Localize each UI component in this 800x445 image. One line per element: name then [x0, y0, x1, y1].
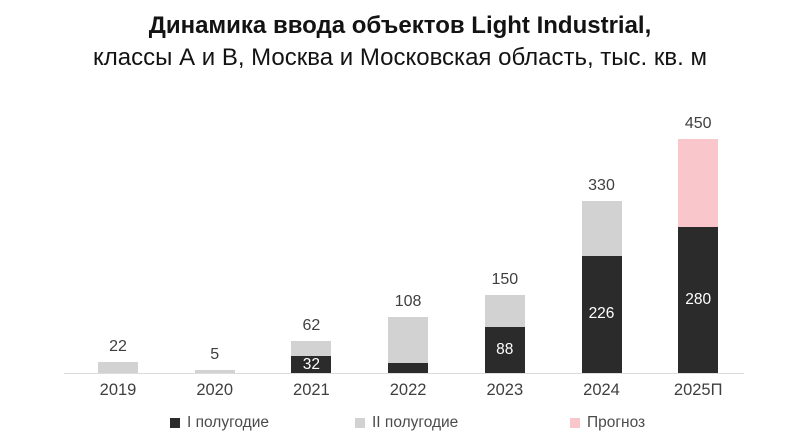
legend-item-1: II полугодие: [355, 413, 458, 433]
bar-total-label: 450: [684, 115, 712, 132]
legend-label: I полугодие: [187, 414, 269, 431]
bar-total-label: 108: [394, 292, 422, 310]
bar-segment-label: 226: [588, 305, 615, 323]
legend-swatch-icon: [355, 418, 365, 428]
chart-title-line2: классы А и В, Москва и Московская област…: [93, 44, 707, 71]
bar-total-label: 5: [210, 346, 220, 364]
legend-item-0: I полугодие: [170, 413, 269, 433]
bar-total-label: 150: [491, 271, 519, 288]
bar-2022: [388, 316, 429, 373]
chart-area: 22 5 32 62 108 88 150 226 330 280 450: [0, 100, 800, 374]
bar-segment-label: 32: [302, 355, 321, 373]
bar-total-label: 22: [109, 337, 127, 355]
bar-2019: [98, 361, 138, 373]
chart-title: Динамика ввода объектов Light Industrial…: [0, 9, 800, 73]
bar-2020: [194, 370, 235, 373]
legend-label: II полугодие: [372, 414, 459, 431]
x-tick-label: 2023: [486, 381, 524, 399]
bar-total-label: 62: [302, 316, 321, 334]
chart-title-line1: Динамика ввода объектов Light Industrial…: [148, 12, 652, 39]
bar-2025П: 280: [678, 139, 719, 373]
bar-segment-2020-1: [194, 370, 235, 373]
bar-segment-2024-1: [581, 201, 622, 256]
bar-segment-2022-1: [388, 316, 429, 363]
x-tick-label: 2022: [389, 381, 427, 399]
x-tick-label: 2020: [196, 381, 234, 399]
bar-segment-label: 88: [496, 341, 514, 359]
bar-2023: 88: [484, 295, 525, 373]
bar-segment-2021-1: [291, 340, 332, 357]
bar-2024: 226: [581, 201, 622, 373]
x-tick-label: 2024: [583, 381, 620, 399]
bar-segment-label: 280: [685, 291, 712, 309]
legend-swatch-icon: [570, 418, 580, 428]
bar-segment-2024-0: 226: [581, 255, 622, 373]
bar-segment-2023-0: 88: [484, 327, 525, 373]
x-tick-label: 2021: [293, 381, 330, 399]
bar-segment-2023-1: [484, 295, 525, 328]
bar-segment-2022-0: [388, 362, 429, 373]
bar-segment-2021-0: 32: [291, 355, 332, 373]
legend-label: Прогноз: [587, 414, 646, 431]
legend-item-2: Прогноз: [570, 413, 645, 433]
bar-segment-2019-1: [98, 361, 138, 373]
bar-segment-2025П-0: 280: [678, 227, 719, 373]
bar-2021: 32: [291, 340, 332, 373]
x-tick-label: 2019: [99, 381, 137, 399]
bar-total-label: 330: [588, 177, 615, 195]
x-axis-line: [64, 373, 744, 374]
x-tick-label: 2025П: [673, 381, 723, 399]
bar-segment-2025П-2: [678, 139, 719, 228]
legend-swatch-icon: [170, 418, 180, 428]
